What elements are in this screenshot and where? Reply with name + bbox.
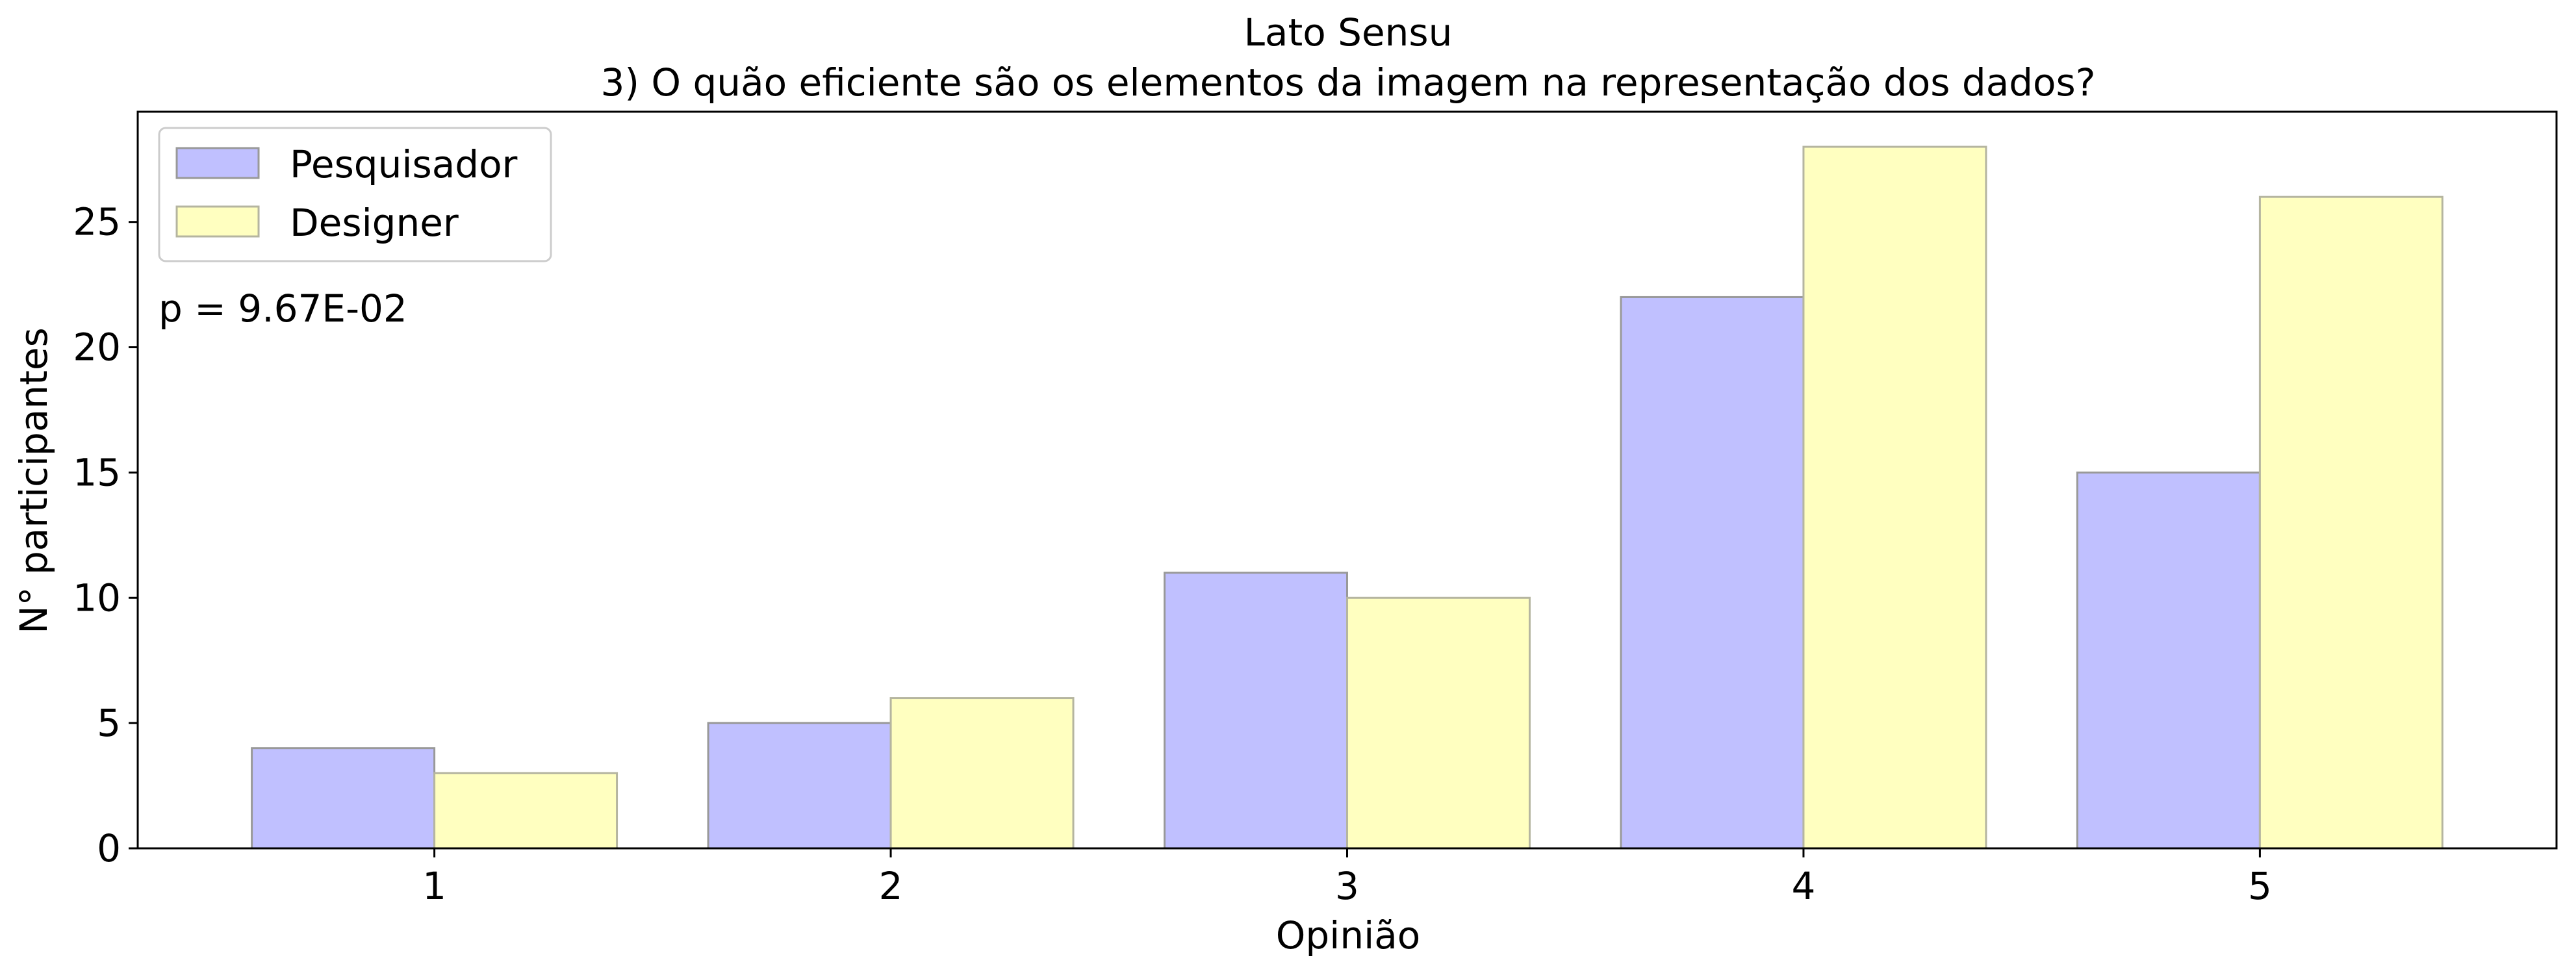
bar-designer-3 (1346, 596, 1531, 850)
y-tick-label: 5 (97, 701, 121, 745)
y-tick-label: 0 (97, 826, 121, 870)
chart-title: Lato Sensu (1244, 10, 1453, 55)
y-tick-label: 20 (73, 325, 121, 370)
x-axis-label: Opinião (1276, 913, 1420, 957)
x-axis: 1 2 3 4 5 (422, 848, 2272, 908)
y-tick-label: 25 (73, 200, 121, 244)
x-tick-label: 3 (1335, 864, 1359, 908)
legend-label-pesquisador: Pesquisador (290, 142, 518, 186)
y-tick-label: 10 (73, 576, 121, 620)
x-tick-label: 5 (2248, 864, 2272, 908)
bar-pesquisador-5 (2076, 471, 2261, 850)
chart-subtitle: 3) O quão eficiente são os elementos da … (600, 60, 2095, 105)
bar-designer-5 (2258, 196, 2443, 850)
bar-designer-4 (1802, 146, 1987, 850)
bar-pesquisador-2 (707, 722, 892, 850)
legend: Pesquisador Designer (158, 127, 552, 262)
bar-designer-1 (433, 772, 618, 850)
legend-swatch-pesquisador (175, 147, 260, 179)
y-axis: 0 5 10 15 20 25 (73, 200, 138, 870)
bars-group (251, 146, 2443, 850)
legend-label-designer: Designer (290, 201, 459, 245)
x-tick-label: 4 (1791, 864, 1815, 908)
bar-designer-2 (889, 697, 1075, 850)
bar-pesquisador-3 (1164, 572, 1349, 850)
x-tick-label: 1 (422, 864, 446, 908)
bar-pesquisador-1 (251, 747, 436, 850)
y-tick-label: 15 (73, 450, 121, 494)
bar-pesquisador-4 (1620, 296, 1805, 850)
legend-swatch-designer (175, 205, 260, 238)
x-tick-label: 2 (879, 864, 903, 908)
p-value-annotation: p = 9.67E-02 (159, 286, 407, 331)
y-axis-label: N° participantes (12, 327, 56, 634)
